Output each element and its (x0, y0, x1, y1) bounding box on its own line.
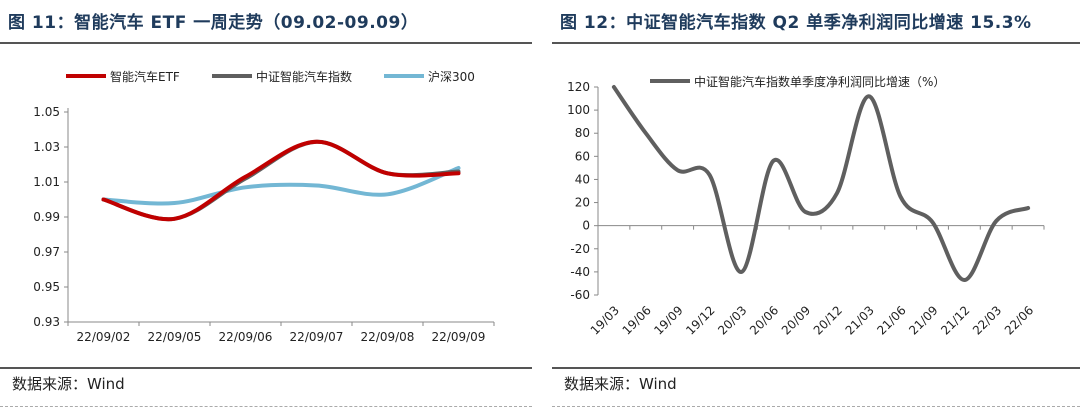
y-tick-label: 20 (575, 196, 590, 210)
x-tick-label: 20/09 (779, 303, 813, 337)
y-tick-label: -60 (570, 288, 590, 302)
right-chart-panel: 图 12：中证智能汽车指数 Q2 单季净利润同比增速 15.3% -60 -40-… (552, 0, 1080, 412)
y-tick-label: 100 (567, 103, 590, 117)
left-bottom-rule (0, 367, 532, 369)
y-tick-label: 1.05 (33, 105, 60, 119)
x-tick-label: 22/09/06 (219, 330, 273, 344)
left-source-note: 数据来源：Wind (12, 375, 125, 393)
right-top-rule (552, 42, 1080, 44)
x-tick-label: 22/09/07 (290, 330, 344, 344)
y-tick-label: 0.95 (33, 280, 60, 294)
x-tick-label: 22/03 (970, 303, 1004, 337)
legend-label: 沪深300 (428, 70, 475, 84)
series-line-0 (611, 85, 1031, 283)
x-tick-label: 19/09 (651, 303, 685, 337)
right-line-chart: -60 -40 -20 0 20 40 60 80 100 120 19/0319/0619/091… (567, 74, 1045, 338)
x-tick-label: 20/06 (747, 303, 781, 337)
x-tick-label: 22/09/09 (432, 330, 486, 344)
y-tick-label: 60 (575, 149, 590, 163)
y-tick-label: 0.97 (33, 245, 60, 259)
x-tick-label: 22/06 (1002, 303, 1036, 337)
x-tick-label: 19/03 (588, 303, 622, 337)
x-tick-label: 21/06 (874, 303, 908, 337)
left-dashed-border (0, 406, 532, 407)
x-tick-label: 20/12 (811, 303, 845, 337)
left-chart-panel: 图 11：智能汽车 ETF 一周走势（09.02-09.09） 0.93 0.95… (0, 0, 532, 412)
left-chart-title: 图 11：智能汽车 ETF 一周走势（09.02-09.09） (8, 13, 419, 33)
x-tick-label: 22/09/05 (148, 330, 202, 344)
right-dashed-border (552, 406, 1080, 407)
series-line-0 (101, 139, 461, 222)
series-line-2 (101, 166, 461, 206)
x-tick-label: 22/09/08 (361, 330, 415, 344)
y-tick-label: -20 (570, 242, 590, 256)
left-top-rule (0, 42, 532, 44)
x-tick-label: 21/03 (843, 303, 877, 337)
x-tick-label: 21/12 (938, 303, 972, 337)
left-line-chart: 0.93 0.95 0.97 0.99 1.01 1.03 1.05 22/09/02 22/0… (33, 69, 495, 344)
y-tick-label: 1.01 (33, 175, 60, 189)
y-tick-label: 80 (575, 126, 590, 140)
right-chart-title: 图 12：中证智能汽车指数 Q2 单季净利润同比增速 15.3% (560, 13, 1032, 33)
legend-label: 中证智能汽车指数 (256, 69, 352, 84)
legend-label: 智能汽车ETF (110, 69, 180, 84)
y-tick-label: 0.93 (33, 315, 60, 329)
y-tick-label: 0.99 (33, 210, 60, 224)
y-tick-label: 1.03 (33, 140, 60, 154)
x-tick-label: 22/09/02 (77, 330, 131, 344)
x-tick-label: 20/03 (715, 303, 749, 337)
y-tick-label: 40 (575, 172, 590, 186)
right-bottom-rule (552, 367, 1080, 369)
right-source-note: 数据来源：Wind (564, 375, 677, 393)
x-tick-label: 19/12 (683, 303, 717, 337)
x-tick-label: 19/06 (620, 303, 654, 337)
legend-label: 中证智能汽车指数单季度净利润同比增速（%） (694, 74, 945, 89)
y-tick-label: 0 (582, 219, 590, 233)
y-tick-label: 120 (567, 80, 590, 94)
x-tick-label: 21/09 (906, 303, 940, 337)
y-tick-label: -40 (570, 265, 590, 279)
